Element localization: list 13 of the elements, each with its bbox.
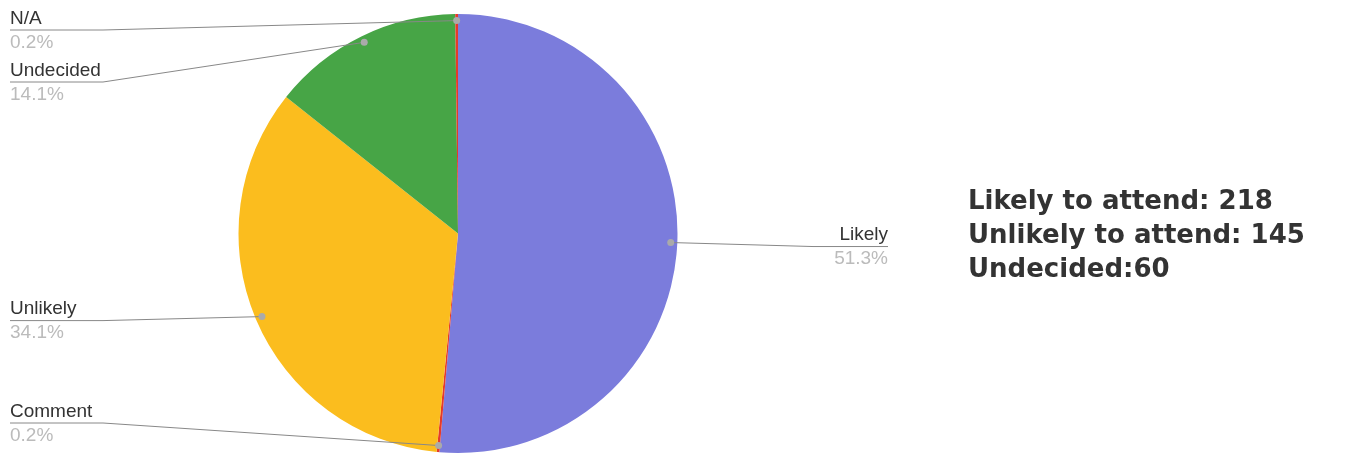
text: Likely to attend: 218 [968,183,1274,217]
slice-label: Unlikely [10,297,78,319]
data-label: 34.1% [10,321,64,343]
slice-label: Undecided [10,58,101,80]
text: Undecided:60 [968,251,1171,285]
data-label: 0.2% [10,30,54,52]
data-label: 0.2% [10,423,54,445]
slice-label: N/A [10,6,42,28]
data-label: 51.3% [834,247,889,269]
text: Unlikely to attend: 145 [968,217,1305,251]
data-label: 14.1% [10,82,64,104]
slice-label: Comment [10,399,94,421]
slice-label: Likely [839,223,889,245]
